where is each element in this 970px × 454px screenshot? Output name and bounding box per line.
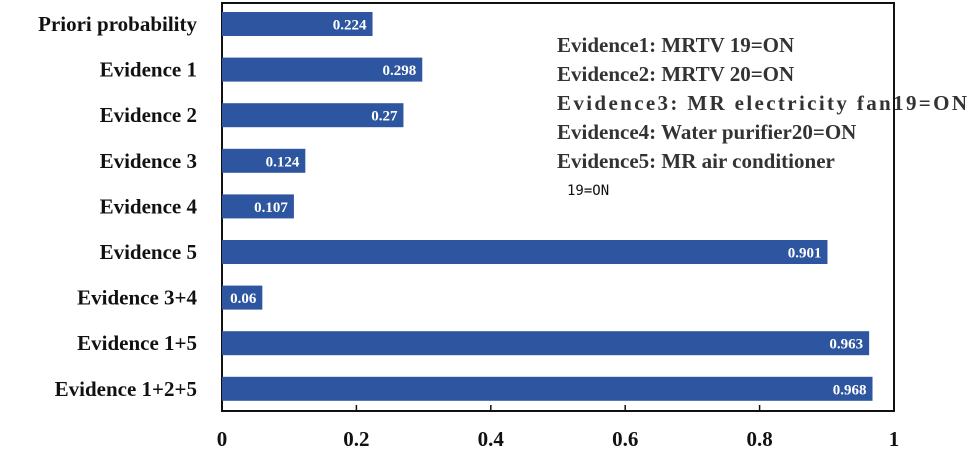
- bars: [222, 12, 873, 401]
- value-label: 0.901: [788, 246, 822, 262]
- bar: [222, 285, 263, 310]
- category-label: Evidence 4: [100, 194, 198, 218]
- bar: [222, 57, 423, 82]
- bar: [222, 240, 828, 264]
- value-label: 0.963: [829, 337, 863, 353]
- category-label: Evidence 3+4: [77, 286, 197, 310]
- bar: [222, 331, 870, 356]
- annotation-line: Evidence5: MR air conditioner: [557, 149, 835, 173]
- category-label: Evidence 1+2+5: [55, 377, 197, 401]
- x-tick-label: 0.6: [612, 427, 638, 451]
- bar: [222, 12, 373, 36]
- category-label: Evidence 1+5: [77, 331, 197, 355]
- value-label: 0.298: [383, 63, 417, 79]
- annotation-line: Evidence4: Water purifier20=ON: [557, 120, 856, 144]
- bar: [222, 148, 306, 173]
- category-label: Evidence 2: [100, 103, 197, 127]
- category-label: Priori probability: [38, 12, 197, 36]
- annotation-line: Evidence1: MRTV 19=ON: [557, 33, 794, 57]
- value-label: 0.124: [266, 154, 300, 170]
- value-label: 0.968: [833, 382, 867, 398]
- category-labels: Priori probability Evidence 1 Evidence 2 Ev…: [38, 12, 197, 401]
- bar: [222, 194, 294, 219]
- x-tick-label: 0.2: [343, 427, 369, 451]
- value-label: 0.224: [333, 18, 367, 34]
- annotation-tail: 19=ON: [567, 183, 609, 199]
- annotation-line: Evidence2: MRTV 20=ON: [557, 62, 794, 86]
- x-tick-label: 1: [889, 427, 900, 451]
- bar: [222, 103, 404, 128]
- value-labels: 0.224 0.298 0.27 0.124 0.107 0.901 0.06 0.963 0.…: [230, 18, 866, 399]
- category-label: Evidence 3: [100, 149, 197, 173]
- x-axis-ticks: 0 0.2 0.4 0.6 0.8 1: [217, 405, 900, 451]
- value-label: 0.06: [230, 291, 257, 307]
- category-label: Evidence 5: [100, 240, 197, 264]
- bar: [222, 376, 873, 401]
- x-tick-label: 0.8: [746, 427, 772, 451]
- x-tick-label: 0: [217, 427, 228, 451]
- value-label: 0.107: [254, 200, 288, 216]
- evidence-annotation: Evidence1: MRTV 19=ON Evidence2: MRTV 20=…: [557, 33, 967, 199]
- annotation-line: Evidence3: MR electricity fan19=ON: [557, 91, 967, 115]
- category-label: Evidence 1: [100, 58, 197, 82]
- x-tick-label: 0.4: [478, 427, 505, 451]
- value-label: 0.27: [371, 109, 398, 125]
